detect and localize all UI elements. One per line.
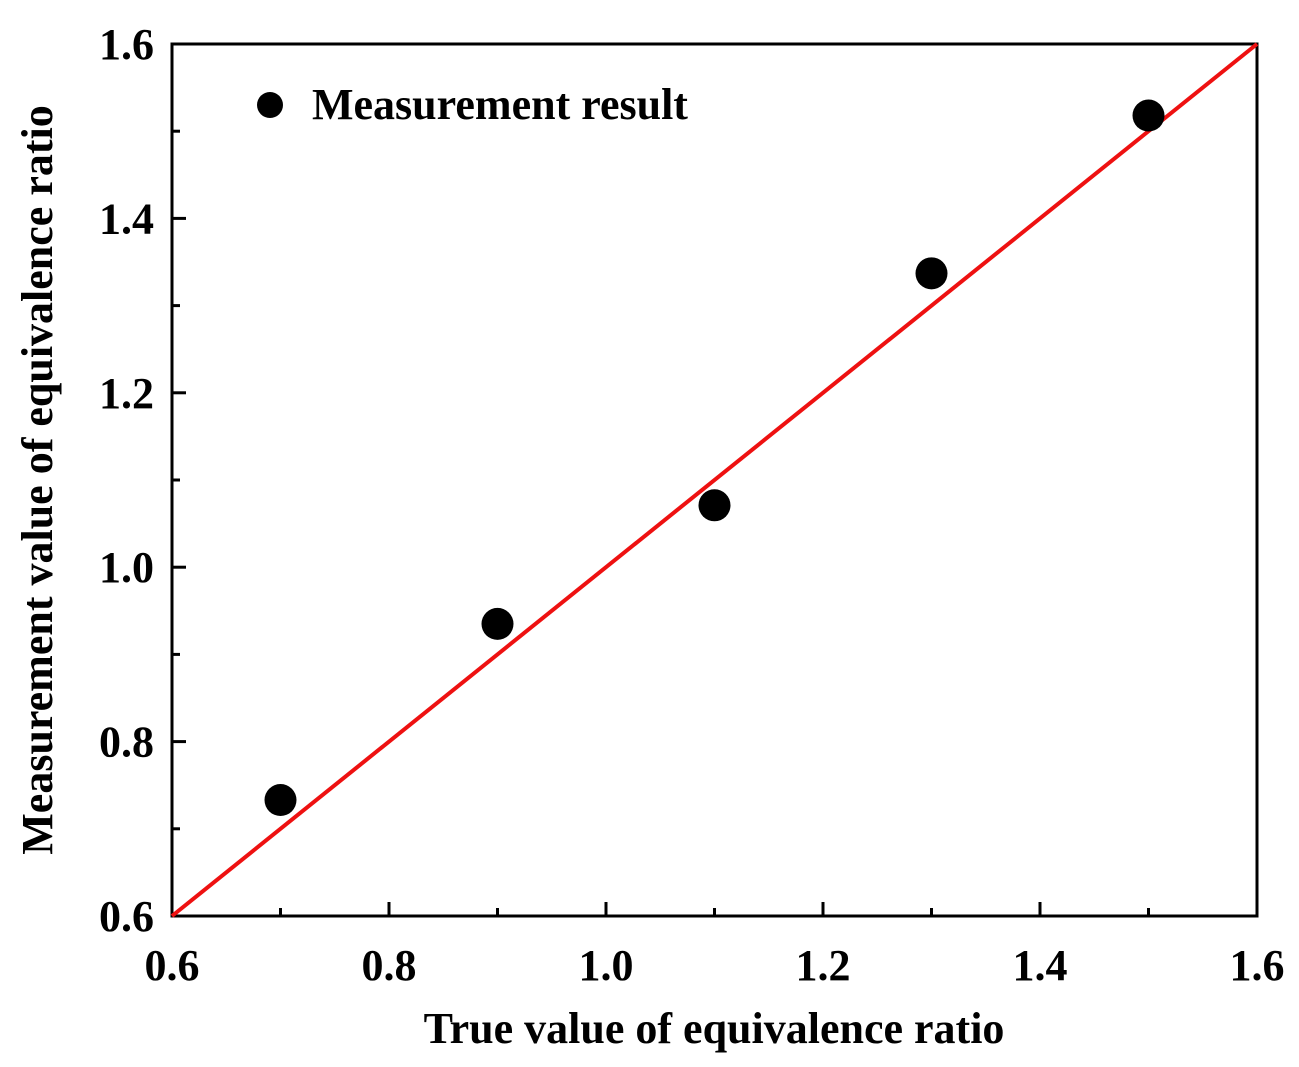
- y-tick-label: 0.6: [99, 892, 154, 941]
- x-tick-label: 1.4: [1013, 941, 1068, 990]
- y-tick-label: 1.4: [99, 194, 154, 243]
- legend-marker: [257, 92, 283, 118]
- x-tick-label: 0.8: [362, 941, 417, 990]
- data-points: [264, 99, 1165, 817]
- x-axis-title: True value of equivalence ratio: [424, 1004, 1005, 1053]
- x-tick-label: 1.6: [1230, 941, 1285, 990]
- y-tick-label: 0.8: [99, 718, 154, 767]
- data-point: [481, 607, 514, 640]
- y-tick-label: 1.6: [99, 20, 154, 69]
- data-point: [915, 257, 948, 290]
- x-tick-label: 1.0: [579, 941, 634, 990]
- y-tick-label: 1.2: [99, 369, 154, 418]
- x-tick-label: 0.6: [145, 941, 200, 990]
- identity-reference-line: [170, 42, 1259, 918]
- y-tick-label: 1.0: [99, 543, 154, 592]
- data-point: [1132, 99, 1165, 132]
- x-tick-label: 1.2: [796, 941, 851, 990]
- legend-label: Measurement result: [312, 80, 688, 129]
- y-axis-title: Measurement value of equivalence ratio: [13, 105, 62, 854]
- data-point: [698, 489, 731, 522]
- legend: Measurement result: [257, 80, 688, 129]
- axis-tick-labels: 0.6 0.8 1.0 1.2 1.4 1.6 0.6 0.8 1.0 1.2 1.4 1.6: [99, 20, 1285, 990]
- data-point: [264, 784, 297, 817]
